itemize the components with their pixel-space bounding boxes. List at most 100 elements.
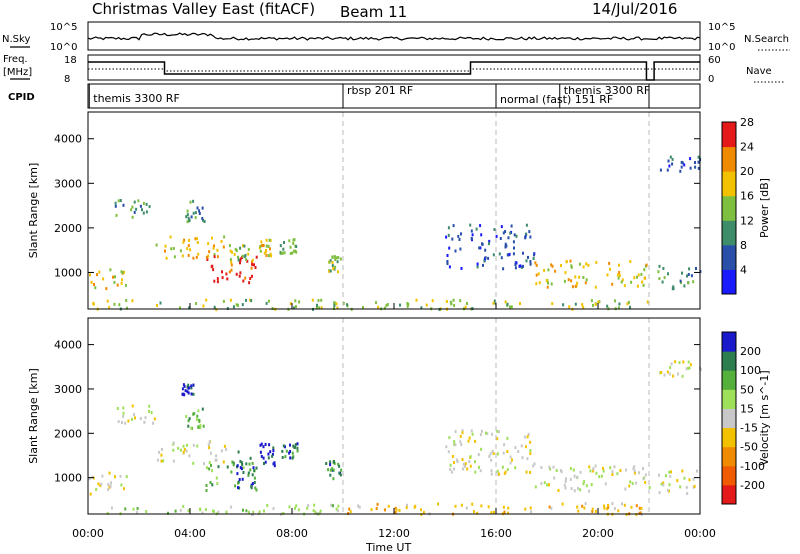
heatmap-cell [683,476,686,480]
heatmap-cell [179,306,181,310]
heatmap-cell [96,273,98,277]
heatmap-cell [529,440,532,444]
heatmap-cell [600,474,603,478]
x-tick-label: 08:00 [276,527,308,540]
colorbar-segment [722,195,736,221]
heatmap-cell [555,469,558,472]
heatmap-cell [493,510,495,514]
heatmap-cell [506,436,509,440]
heatmap-cell [495,234,498,238]
heatmap-cell [506,253,509,257]
heatmap-cell [577,509,580,513]
heatmap-cell [595,260,598,264]
heatmap-cell [448,246,451,250]
heatmap-cell [492,301,495,305]
heatmap-cell [319,511,321,515]
heatmap-cell [182,444,185,448]
heatmap-cell [100,482,103,486]
y-axis-label: Slant Range [km] [27,368,40,464]
heatmap-cell [696,469,698,473]
heatmap-cell [645,263,648,267]
heatmap-cell [217,465,220,469]
heatmap-cell [406,503,408,507]
heatmap-cell [235,303,238,307]
heatmap-cell [668,372,671,376]
heatmap-cell [499,237,502,240]
nsky-panel-frame [87,21,701,51]
heatmap-cell [206,258,209,261]
heatmap-cell [192,461,195,465]
heatmap-cell [594,303,597,306]
heatmap-cell [137,199,140,203]
heatmap-cell [668,470,671,474]
heatmap-cell [550,263,553,267]
heatmap-cell [114,201,117,205]
heatmap-cell [525,232,528,236]
heatmap-cell [693,484,696,488]
nsky-tick-bottom: 10^0 [50,42,77,53]
heatmap-cell [620,280,623,284]
panel-frame [87,317,701,515]
heatmap-cell [289,456,292,460]
heatmap-cell [187,419,190,423]
heatmap-cell [133,413,135,417]
heatmap-cell [184,389,187,393]
heatmap-cell [101,474,104,478]
heatmap-cell [187,509,190,513]
heatmap-cell [142,211,145,215]
heatmap-cell [268,238,271,242]
heatmap-cell [643,276,646,280]
heatmap-cell [478,246,481,250]
heatmap-cell [242,508,244,512]
heatmap-cell [697,155,700,159]
heatmap-cell [454,430,457,433]
heatmap-cell [487,505,490,509]
heatmap-cell [658,491,661,495]
heatmap-cell [490,469,493,473]
heatmap-cell [362,306,364,309]
heatmap-cell [584,502,587,506]
heatmap-cell [294,299,297,303]
heatmap-cell [479,433,482,437]
heatmap-cell [492,452,495,455]
heatmap-cell [449,467,452,471]
heatmap-cell [621,502,623,506]
heatmap-cell [233,252,236,256]
heatmap-cell [375,507,378,510]
heatmap-cell [688,366,691,370]
y-tick-label: 3000 [54,383,82,396]
heatmap-cell [205,255,208,259]
heatmap-cell [524,236,527,240]
heatmap-cell [156,304,158,307]
colorbar-segment [722,427,736,448]
heatmap-cell [239,261,241,265]
colorbar-segment [722,269,736,295]
heatmap-cell [680,160,683,164]
heatmap-cell [209,481,212,484]
heatmap-cell [550,282,553,286]
colorbar-label: Power [dB] [758,178,771,238]
heatmap-cell [529,471,532,474]
heatmap-cell [667,272,669,276]
heatmap-cell [143,420,146,424]
heatmap-cell [215,476,218,480]
heatmap-cell [470,429,473,433]
heatmap-cell [215,454,218,458]
heatmap-cell [496,452,499,456]
heatmap-cell [665,474,667,478]
heatmap-cell [250,485,253,489]
heatmap-cell [487,256,490,260]
heatmap-cell [603,506,606,510]
heatmap-cell [582,276,585,279]
heatmap-cell [614,299,617,303]
heatmap-cell [569,467,572,470]
heatmap-cell [502,505,505,509]
heatmap-cell [117,420,120,424]
cpid-entry: themis 3300 RF [564,84,651,97]
heatmap-cell [448,436,451,440]
heatmap-cell [331,467,334,471]
heatmap-cell [338,471,341,475]
freq-tick-top: 18 [64,55,77,66]
heatmap-cell [667,159,670,163]
heatmap-cell [196,414,199,418]
